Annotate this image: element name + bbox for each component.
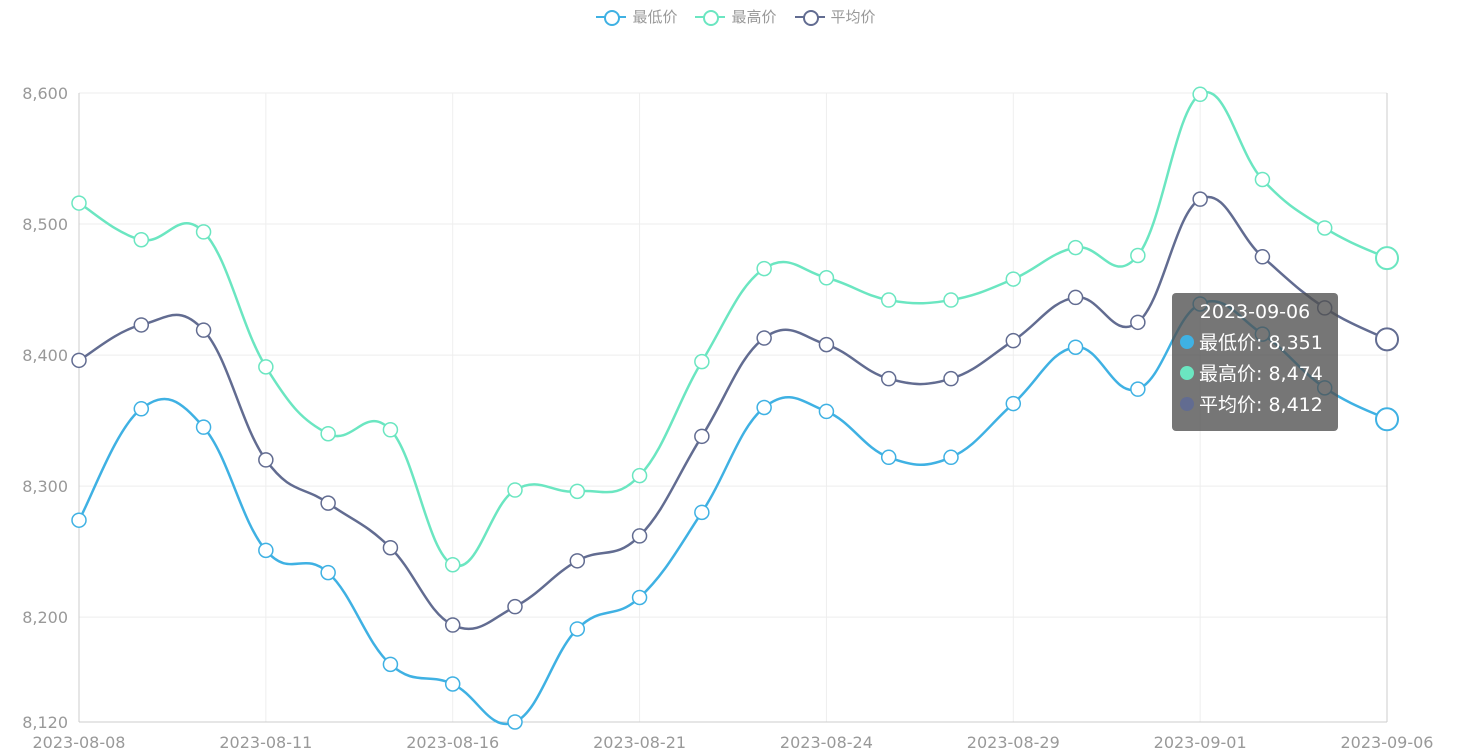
x-tick-label: 2023-08-16: [406, 733, 499, 752]
data-point-avg: [756, 330, 772, 346]
y-tick-label: 8,400: [22, 346, 68, 365]
data-point-high: [195, 224, 212, 240]
x-tick-label: 2023-08-24: [780, 733, 873, 752]
data-point-avg: [1130, 314, 1146, 331]
data-point-low: [444, 676, 461, 692]
data-point-avg: [1375, 327, 1399, 352]
data-point-high: [756, 260, 772, 277]
data-point-low: [1067, 339, 1084, 355]
data-point-avg: [1005, 332, 1022, 349]
x-tick-label: 2023-08-08: [33, 733, 126, 752]
x-tick-label: 2023-08-11: [219, 733, 312, 752]
data-point-high: [1254, 171, 1271, 188]
chart-legend: 最低价 最高价 平均价: [0, 6, 1472, 27]
y-tick-label: 8,120: [22, 713, 68, 732]
data-point-avg: [258, 452, 274, 468]
tooltip-avg-text: 平均价: 8,412: [1199, 394, 1323, 416]
legend-high-label: 最高价: [731, 8, 777, 26]
data-point-low: [1130, 381, 1146, 397]
tooltip-avg-dot-icon: [1180, 396, 1194, 411]
data-point-low: [943, 449, 959, 466]
x-tick-label: 2023-09-01: [1154, 733, 1247, 752]
data-point-high: [943, 292, 959, 308]
tooltip-high-text: 最高价: 8,474: [1199, 363, 1323, 385]
data-point-avg: [943, 370, 959, 387]
tooltip-high-dot-icon: [1180, 365, 1194, 380]
data-point-avg: [320, 495, 336, 511]
data-point-low: [320, 564, 336, 581]
legend-item-high[interactable]: 最高价: [695, 6, 777, 27]
data-point-low: [258, 542, 274, 559]
data-point-low: [1375, 407, 1399, 432]
x-tick-label: 2023-08-21: [593, 733, 686, 752]
data-point-high: [258, 359, 274, 375]
data-point-low: [133, 401, 150, 417]
y-tick-label: 8,500: [22, 215, 68, 234]
data-point-avg: [507, 598, 523, 615]
data-point-high: [1005, 271, 1022, 287]
data-point-high: [1375, 246, 1399, 271]
data-point-high: [631, 467, 648, 484]
data-point-avg: [382, 539, 399, 556]
data-point-avg: [569, 553, 586, 569]
data-point-low: [631, 589, 648, 606]
tooltip-row-avg: 平均价: 8,412: [1172, 388, 1338, 419]
legend-high-line-icon: [695, 7, 726, 27]
data-point-high: [507, 482, 523, 498]
data-point-high: [133, 232, 150, 248]
data-point-low: [507, 714, 523, 730]
data-point-high: [1192, 86, 1208, 103]
chart-tooltip: 2023-09-06 最低价: 8,351 最高价: 8,474 平均价: 8,…: [1172, 293, 1338, 431]
tooltip-low-text: 最低价: 8,351: [1199, 332, 1323, 354]
data-point-high: [382, 422, 399, 438]
data-point-high: [694, 353, 710, 370]
data-point-avg: [71, 352, 87, 369]
data-point-low: [1005, 395, 1022, 412]
data-point-high: [1130, 247, 1146, 264]
data-point-avg: [1192, 191, 1208, 207]
data-point-avg: [1254, 249, 1271, 265]
series-line-low: [77, 300, 1388, 726]
data-point-low: [880, 449, 897, 466]
data-point-high: [818, 270, 835, 286]
data-point-low: [71, 512, 87, 528]
data-point-high: [320, 425, 336, 442]
y-tick-label: 8,200: [22, 608, 68, 627]
data-point-low: [195, 419, 212, 435]
legend-avg-label: 平均价: [830, 8, 876, 26]
legend-low-label: 最低价: [632, 8, 678, 26]
legend-avg-line-icon: [794, 7, 825, 27]
legend-item-avg[interactable]: 平均价: [794, 6, 876, 27]
data-point-low: [818, 403, 835, 420]
data-point-high: [1316, 220, 1333, 236]
data-point-avg: [880, 370, 897, 387]
legend-low-line-icon: [596, 7, 627, 27]
tooltip-row-high: 最高价: 8,474: [1172, 357, 1338, 388]
data-point-low: [569, 621, 586, 637]
data-point-high: [1067, 239, 1084, 256]
y-tick-label: 8,600: [22, 84, 68, 103]
data-point-avg: [444, 617, 461, 633]
x-tick-label: 2023-09-06: [1341, 733, 1434, 752]
data-point-avg: [631, 528, 648, 544]
y-tick-label: 8,300: [22, 477, 68, 496]
data-point-high: [880, 292, 897, 308]
data-point-avg: [133, 317, 150, 333]
data-point-avg: [694, 428, 710, 445]
data-point-high: [569, 483, 586, 500]
x-tick-label: 2023-08-29: [967, 733, 1060, 752]
data-point-high: [444, 557, 461, 573]
data-point-low: [694, 504, 710, 521]
legend-item-low[interactable]: 最低价: [596, 6, 677, 27]
tooltip-title: 2023-09-06: [1199, 301, 1311, 323]
data-point-avg: [818, 336, 835, 353]
tooltip-row-low: 最低价: 8,351: [1172, 326, 1338, 357]
data-point-low: [756, 399, 772, 416]
data-point-high: [71, 195, 87, 211]
data-point-avg: [195, 322, 212, 338]
data-point-avg: [1067, 289, 1084, 306]
data-point-low: [382, 656, 399, 673]
series-line-avg: [78, 195, 1388, 631]
tooltip-low-dot-icon: [1180, 334, 1194, 349]
